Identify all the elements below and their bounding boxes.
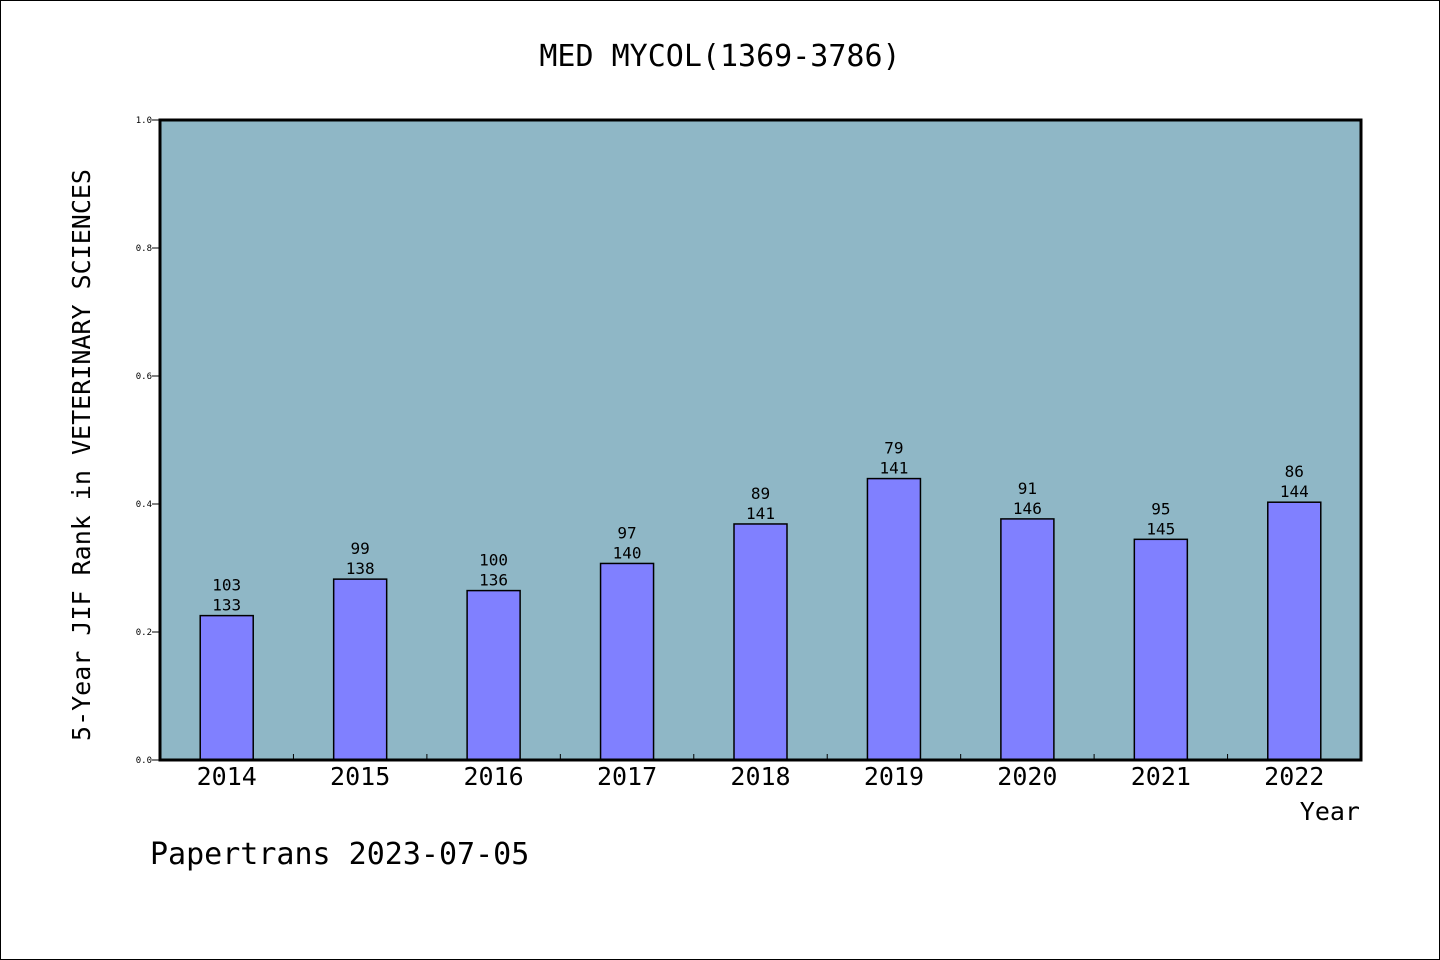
bar-rank-label: 89 [751,484,770,503]
bar-2015 [332,578,388,761]
x-tick-label: 2015 [330,762,390,791]
bar-2019 [866,477,922,761]
bar-2021 [1133,538,1189,761]
y-tick-label: 0.8 [136,244,152,254]
x-tick-label: 2016 [464,762,524,791]
bar-rank-label: 95 [1151,499,1170,518]
x-tick-label: 2014 [197,762,257,791]
bar-rank-label: 97 [617,523,636,542]
bar-total-label: 136 [479,571,508,590]
x-tick-label: 2017 [597,762,657,791]
x-tick-label: 2019 [864,762,924,791]
y-tick-label: 0.2 [136,628,152,638]
bar-2016 [466,589,521,761]
bar-total-label: 145 [1146,519,1175,538]
bar-total-label: 144 [1280,482,1309,501]
bar-2017 [599,562,655,761]
y-axis-label: 5-Year JIF Rank in VETERINARY SCIENCES [67,169,96,741]
bar-rank-label: 100 [479,551,508,570]
y-tick-label: 0.4 [136,500,152,510]
y-tick-label: 0.6 [136,372,152,382]
bar-rank-label: 86 [1285,462,1304,481]
x-tick-label: 2021 [1131,762,1191,791]
bar-rank-label: 99 [351,539,370,558]
bar-2020 [1000,518,1055,761]
x-tick-label: 2018 [730,762,790,791]
footer-text: Papertrans 2023-07-05 [150,837,529,872]
plot-border [158,118,1363,762]
y-tick-label: 1.0 [136,116,152,126]
bar-total-label: 138 [346,559,375,578]
bar-total-label: 146 [1013,499,1042,518]
y-tick-label: 0.0 [136,756,152,766]
bar-rank-label: 91 [1018,479,1037,498]
x-tick-label: 2022 [1264,762,1324,791]
bar-total-label: 141 [746,504,775,523]
bar-2018 [733,523,788,761]
x-axis-label: Year [1300,797,1360,826]
chart-title: MED MYCOL(1369-3786) [539,39,900,74]
bar-total-label: 133 [212,596,241,615]
bar-2022 [1267,501,1322,761]
bar-total-label: 141 [879,459,908,478]
bar-total-label: 140 [613,543,642,562]
bar-2014 [199,614,254,761]
x-tick-label: 2020 [997,762,1057,791]
bar-rank-label: 103 [212,576,241,595]
bar-rank-label: 79 [884,439,903,458]
